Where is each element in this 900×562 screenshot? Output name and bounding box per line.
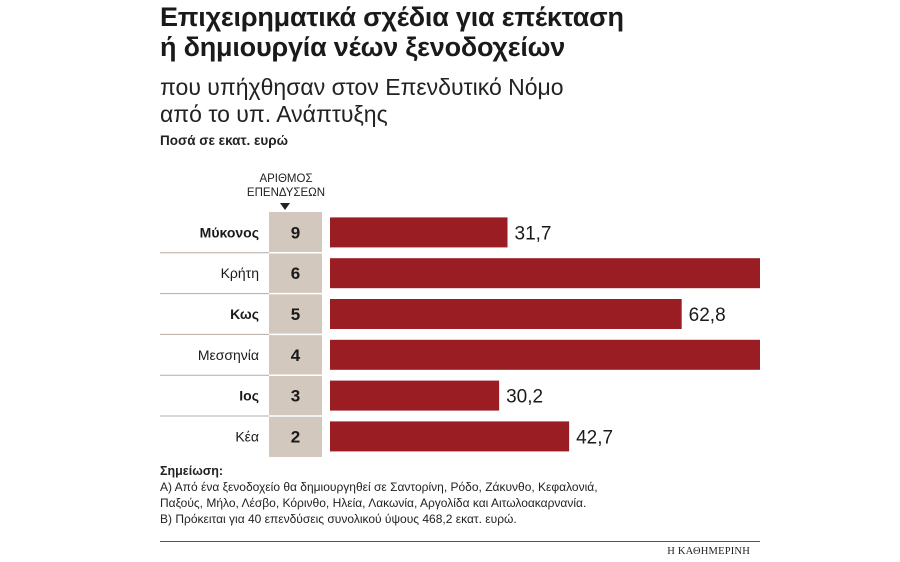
investment-count: 4 [291, 346, 301, 365]
bar [330, 299, 682, 329]
title-line-2: ή δημιουργία νέων ξενοδοχείων [160, 32, 566, 62]
value-label: 62,8 [689, 305, 726, 326]
value-label: 30,2 [506, 387, 543, 408]
infographic: Επιχειρηματικά σχέδια για επέκταση ή δημ… [160, 0, 760, 562]
subtitle-line-1: που υπήχθησαν στον Επενδυτικό Νόμο [160, 74, 564, 100]
down-arrow-icon [280, 203, 290, 210]
bar-chart-svg: Μύκονος931,7Κρήτη686,7Κως562,8Μεσσηνία47… [160, 217, 760, 452]
count-column-header: ΑΡΙΘΜΟΣ ΕΠΕΝΔΥΣΕΩΝ [234, 172, 338, 200]
unit-label: Ποσά σε εκατ. ευρώ [160, 133, 289, 148]
note-a-line-2: Παξούς, Μήλο, Λέσβο, Κόρινθο, Ηλεία, Λακ… [160, 496, 587, 510]
category-label: Ιος [239, 388, 259, 404]
bar [330, 217, 508, 248]
investment-count: 5 [291, 305, 300, 324]
count-header-line-2: ΕΠΕΝΔΥΣΕΩΝ [246, 187, 326, 199]
value-label: 42,7 [576, 427, 613, 448]
category-label: Μύκονος [200, 224, 259, 240]
bar [330, 421, 570, 452]
investment-count: 2 [291, 427, 300, 446]
bar [330, 380, 500, 411]
source-brand: Η ΚΑΘΗΜΕΡΙΝΗ [667, 546, 750, 557]
bar [330, 258, 760, 289]
investment-count: 3 [291, 387, 300, 406]
category-label: Κέα [235, 428, 259, 444]
count-header-line-1: ΑΡΙΘΜΟΣ [259, 173, 313, 185]
value-label: 31,7 [515, 223, 552, 244]
title-line-1: Επιχειρηματικά σχέδια για επέκταση [160, 2, 624, 32]
note-a-line-1: Α) Από ένα ξενοδοχείο θα δημιουργηθεί σε… [160, 480, 598, 494]
notes-title: Σημείωση: [160, 464, 224, 478]
footer-divider [160, 541, 760, 542]
investment-count: 9 [291, 223, 300, 242]
category-label: Κρήτη [221, 265, 259, 281]
bar-chart: Μύκονος931,7Κρήτη686,7Κως562,8Μεσσηνία47… [160, 212, 760, 457]
note-b: Β) Πρόκειται για 40 επενδύσεις συνολικού… [160, 512, 517, 526]
category-label: Μεσσηνία [198, 347, 259, 363]
subtitle-line-2: από το υπ. Ανάπτυξης [160, 101, 388, 127]
bar [330, 339, 760, 370]
notes: Σημείωση: Α) Από ένα ξενοδοχείο θα δημιο… [160, 463, 760, 527]
category-label: Κως [230, 306, 259, 322]
investment-count: 6 [291, 264, 300, 283]
